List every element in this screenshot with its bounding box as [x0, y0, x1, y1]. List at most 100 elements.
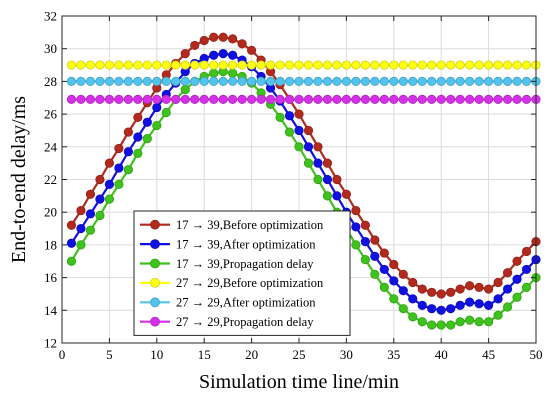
series-point — [133, 76, 143, 87]
series-point — [398, 76, 408, 87]
series-point — [66, 94, 77, 104]
series-point — [275, 94, 285, 104]
series-point — [303, 125, 314, 136]
series-point — [228, 94, 238, 104]
series-point — [436, 305, 446, 315]
y-axis-label: End-to-end delay/ms — [8, 96, 30, 263]
series-point — [427, 320, 437, 330]
series-point — [228, 60, 238, 70]
series-point — [209, 32, 219, 42]
series-point — [76, 205, 86, 216]
series-point — [351, 240, 361, 250]
legend-swatch-marker — [150, 297, 160, 308]
series-point — [284, 76, 295, 87]
series-point — [465, 76, 475, 87]
series-point — [95, 94, 105, 104]
series-point — [521, 94, 532, 104]
series-point — [341, 60, 351, 70]
series-point — [389, 76, 399, 87]
series-point — [389, 294, 399, 304]
x-tick-label: 50 — [530, 347, 543, 362]
series-point — [123, 147, 133, 157]
series-point — [341, 189, 351, 199]
series-point — [265, 76, 276, 87]
x-tick-label: 30 — [340, 347, 353, 362]
series-point — [455, 284, 465, 294]
x-tick-label: 40 — [435, 347, 448, 362]
legend-swatch-marker — [150, 316, 160, 327]
series-point — [104, 158, 115, 168]
legend-item-3: 17 → 39,Propagation delay — [140, 257, 314, 271]
series-point — [275, 76, 285, 87]
series-point — [142, 60, 152, 70]
series-point — [389, 276, 399, 286]
series-point — [66, 220, 77, 230]
series-point — [474, 94, 484, 104]
series-point — [483, 284, 494, 294]
series-point — [493, 277, 503, 288]
legend-label: 17 → 39,Propagation delay — [176, 257, 314, 271]
series-point — [209, 68, 219, 78]
series-point — [303, 158, 314, 168]
series-point — [114, 143, 124, 154]
series-point — [142, 94, 152, 104]
series-point — [332, 94, 342, 104]
series-point — [360, 255, 370, 265]
series-point — [265, 60, 276, 70]
series-point — [351, 60, 361, 70]
series-point — [294, 76, 304, 87]
series-point — [180, 94, 190, 104]
series-point — [284, 127, 295, 137]
series-point — [66, 60, 77, 70]
series-point — [322, 76, 333, 87]
tick-labels: 0 5 10 15 20 25 30 35 40 45 50 12 14 16 18 20 22 24 26 28 30… — [44, 9, 543, 363]
series-point — [114, 179, 124, 190]
series-point — [104, 60, 115, 70]
series-point — [465, 60, 475, 70]
series-point — [313, 174, 323, 185]
series-point — [161, 107, 171, 118]
series-point — [417, 94, 427, 104]
series-point — [152, 102, 162, 113]
series-point — [85, 60, 96, 70]
series-point — [294, 109, 304, 119]
series-6 — [66, 94, 541, 104]
series-point — [322, 94, 333, 104]
series-point — [332, 191, 342, 201]
series-point — [95, 210, 105, 221]
series-point — [190, 94, 200, 104]
series-point — [171, 60, 181, 70]
series-point — [417, 76, 427, 87]
series-point — [76, 223, 86, 234]
series-point — [408, 76, 418, 87]
series-point — [483, 317, 494, 327]
series-point — [66, 256, 77, 266]
y-tick-label: 32 — [44, 9, 57, 24]
series-point — [284, 94, 295, 104]
y-tick-label: 16 — [44, 270, 58, 285]
series-point — [275, 112, 285, 122]
series-point — [237, 39, 247, 49]
series-point — [521, 264, 532, 275]
legend-label: 17 → 39,Before optimization — [176, 218, 324, 232]
series-point — [256, 76, 266, 87]
series-point — [493, 76, 503, 87]
x-tick-label: 5 — [106, 347, 113, 362]
series-point — [512, 60, 522, 70]
series-point — [417, 284, 427, 294]
series-point — [265, 94, 276, 104]
series-point — [313, 60, 323, 70]
y-tick-label: 30 — [44, 41, 57, 56]
series-point — [521, 76, 532, 87]
series-point — [370, 235, 380, 245]
series-point — [190, 40, 200, 51]
series-point — [483, 94, 494, 104]
series-point — [313, 142, 323, 152]
series-point — [332, 60, 342, 70]
series-point — [95, 76, 105, 87]
series-point — [294, 60, 304, 70]
series-point — [465, 297, 475, 307]
series-point — [313, 158, 323, 168]
series-point — [474, 317, 484, 327]
